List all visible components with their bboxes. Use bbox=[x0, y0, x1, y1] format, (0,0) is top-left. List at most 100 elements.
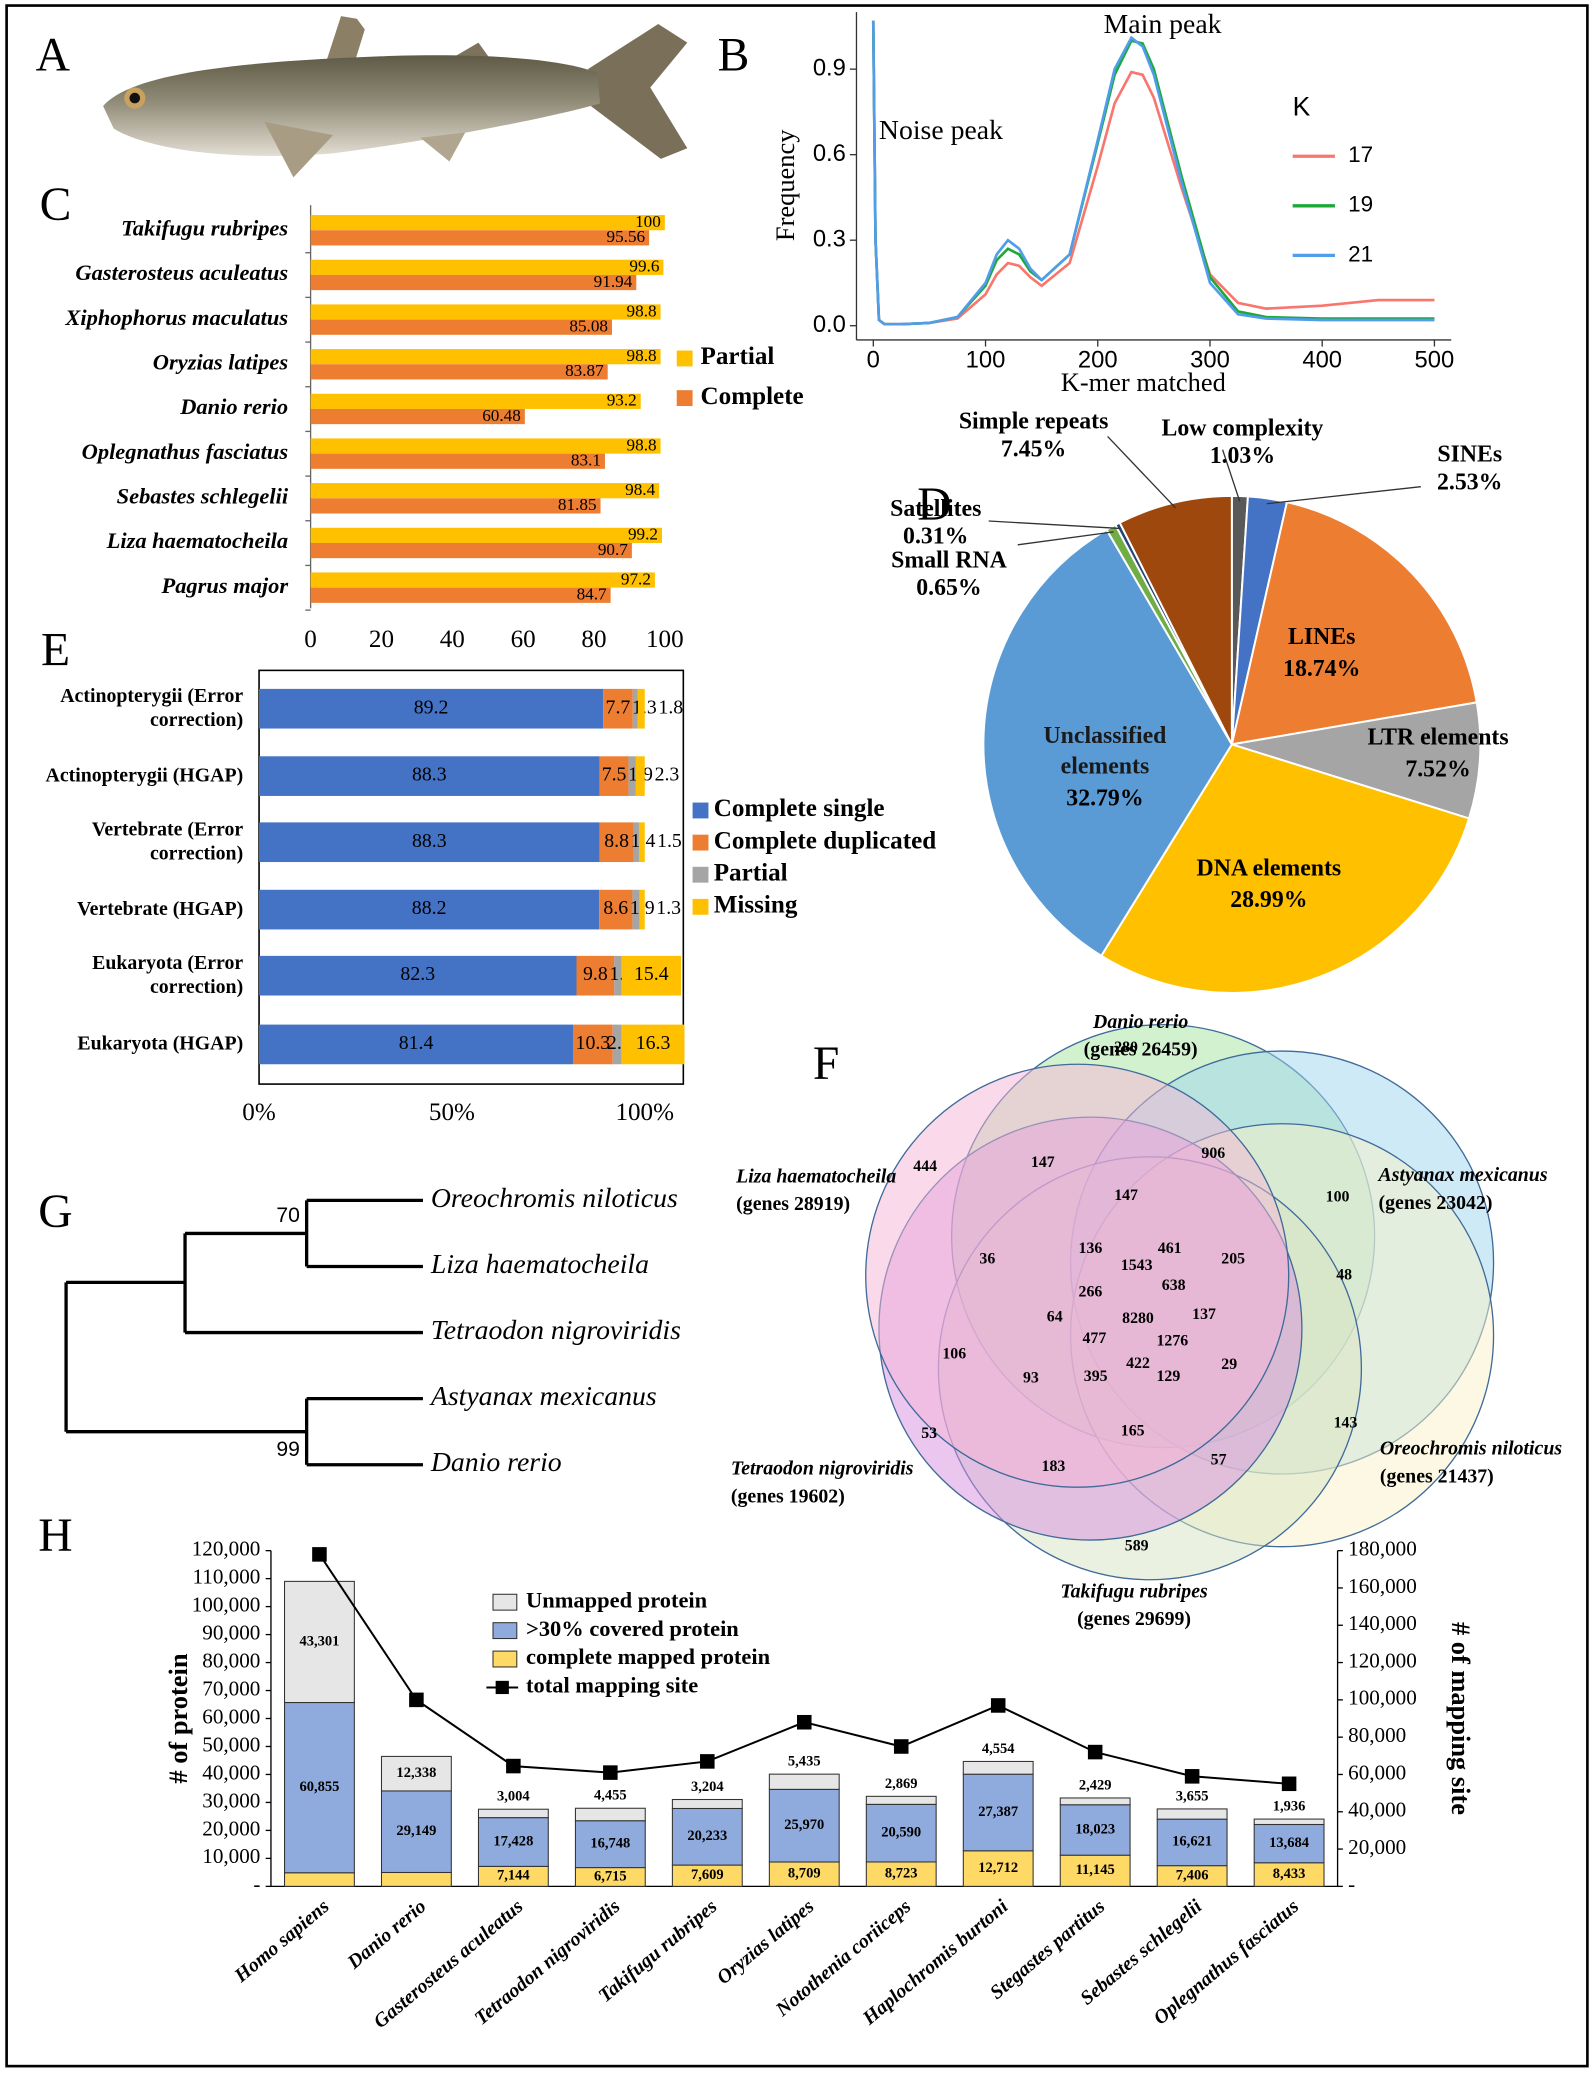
y-tick-label: 90,000 bbox=[202, 1620, 260, 1644]
value-label: 98.8 bbox=[627, 301, 657, 320]
panel-label: C bbox=[40, 179, 72, 231]
x-tick-label: 40 bbox=[440, 626, 465, 653]
y-tick-label: 0.6 bbox=[813, 140, 846, 167]
legend-swatch bbox=[692, 866, 709, 883]
bar bbox=[310, 453, 605, 469]
bar bbox=[310, 230, 650, 246]
bar-segment bbox=[614, 955, 622, 996]
legend-swatch bbox=[495, 1680, 509, 1695]
bar-segment bbox=[621, 1024, 685, 1065]
region-count: 477 bbox=[1082, 1330, 1106, 1347]
region-count: 906 bbox=[1201, 1145, 1225, 1162]
category-label-box: Actinopterygii (Error correction) bbox=[60, 686, 243, 731]
value-label: 100 bbox=[635, 212, 661, 231]
y2-tick-label: 80,000 bbox=[1348, 1723, 1406, 1747]
region-count: 137 bbox=[1192, 1306, 1216, 1323]
region-count: 638 bbox=[1162, 1277, 1186, 1294]
value-label: 4,455 bbox=[594, 1788, 627, 1804]
pie-label-box: Unclassified elements bbox=[1043, 721, 1167, 779]
bar-segment bbox=[599, 822, 634, 863]
y-tick-label: 20,000 bbox=[202, 1816, 260, 1840]
bar-segment bbox=[639, 889, 645, 930]
x-tick-label: 300 bbox=[1190, 346, 1230, 373]
y2-tick-label: 20,000 bbox=[1348, 1835, 1406, 1859]
bar-segment bbox=[573, 1024, 613, 1065]
line-marker bbox=[893, 1739, 909, 1754]
line-marker bbox=[797, 1714, 812, 1730]
legend-label: Complete single bbox=[714, 795, 885, 822]
value-label: 83.87 bbox=[565, 361, 604, 380]
line-marker bbox=[1184, 1769, 1200, 1784]
category-label: Vertebrate (HGAP) bbox=[77, 899, 244, 921]
region-count: 8280 bbox=[1122, 1310, 1154, 1327]
y2-tick-label: 100,000 bbox=[1348, 1686, 1417, 1710]
set-name: Oreochromis niloticus bbox=[1380, 1438, 1562, 1460]
line-marker bbox=[700, 1754, 715, 1769]
value-label: 7,406 bbox=[1176, 1867, 1209, 1883]
value-label: 88.2 bbox=[412, 897, 447, 919]
fish-fin bbox=[420, 132, 466, 162]
value-label: 98.8 bbox=[627, 346, 657, 365]
y-tick-label: 0.3 bbox=[813, 225, 846, 252]
bar-segment bbox=[259, 889, 600, 930]
value-label: 3,655 bbox=[1176, 1788, 1209, 1804]
y2-tick-label: 140,000 bbox=[1348, 1611, 1417, 1635]
bar-segment bbox=[865, 1861, 937, 1887]
y2-tick-label: 120,000 bbox=[1348, 1648, 1417, 1672]
value-label: 43,301 bbox=[299, 1633, 339, 1649]
leader-line bbox=[1221, 449, 1241, 502]
value-label: 8.6 bbox=[603, 897, 628, 919]
bar-segment bbox=[637, 688, 645, 729]
pie-value-label: 28.99% bbox=[1230, 887, 1307, 913]
bar-segment bbox=[574, 1807, 646, 1822]
x-tick-label: 200 bbox=[1078, 346, 1118, 373]
value-label: 8.8 bbox=[604, 830, 629, 852]
set-size: (genes 26459) bbox=[1084, 1039, 1198, 1061]
region-count: 53 bbox=[921, 1425, 937, 1442]
bar-segment bbox=[1059, 1804, 1131, 1856]
bar-segment bbox=[621, 955, 682, 996]
pie-label: DNA elements bbox=[1197, 855, 1342, 881]
pie-label: Simple repeats bbox=[959, 409, 1109, 435]
bar bbox=[310, 408, 525, 425]
set-name: Liza haematocheila bbox=[735, 1165, 896, 1187]
bar bbox=[310, 319, 612, 335]
category-label: Sebastes schlegelii bbox=[117, 483, 289, 508]
region-count: 106 bbox=[942, 1346, 966, 1363]
region-count: 136 bbox=[1079, 1240, 1103, 1257]
y2-tick-label: 180,000 bbox=[1348, 1536, 1417, 1560]
bar bbox=[310, 587, 611, 603]
bar-segment bbox=[865, 1795, 937, 1805]
bar-segment bbox=[865, 1803, 937, 1863]
pie-label: Unclassified elements bbox=[1043, 721, 1167, 779]
bar-segment bbox=[633, 822, 639, 863]
pie-label: Satellites bbox=[890, 496, 981, 522]
bar-segment bbox=[259, 688, 604, 729]
region-count: 64 bbox=[1047, 1309, 1063, 1326]
bar bbox=[310, 527, 662, 543]
pie-slice bbox=[1231, 701, 1482, 820]
region-count: 589 bbox=[1125, 1537, 1149, 1554]
bar-segment bbox=[1253, 1823, 1325, 1864]
pie-value-label: 7.45% bbox=[1001, 436, 1066, 462]
value-label: 90.7 bbox=[598, 540, 628, 559]
bar-segment bbox=[574, 1820, 646, 1869]
bar bbox=[310, 259, 664, 275]
category-label: Pagrus major bbox=[160, 573, 288, 598]
bar-segment bbox=[284, 1701, 355, 1874]
region-count: 1543 bbox=[1121, 1257, 1153, 1274]
value-label: 1,936 bbox=[1273, 1799, 1306, 1815]
value-label: 60,855 bbox=[299, 1779, 339, 1795]
value-label: 81.85 bbox=[558, 495, 597, 514]
fish-pupil bbox=[129, 92, 141, 104]
region-count: 100 bbox=[1326, 1188, 1350, 1205]
bar-segment bbox=[1253, 1818, 1325, 1826]
legend-label: Complete bbox=[701, 383, 804, 410]
y-tick-label: 0.0 bbox=[813, 311, 846, 338]
leader-line bbox=[1017, 531, 1114, 546]
set-size: (genes 21437) bbox=[1380, 1466, 1494, 1488]
y-tick-label: 30,000 bbox=[202, 1788, 260, 1812]
fish-fin bbox=[264, 121, 334, 178]
value-label: 8,709 bbox=[788, 1866, 821, 1882]
